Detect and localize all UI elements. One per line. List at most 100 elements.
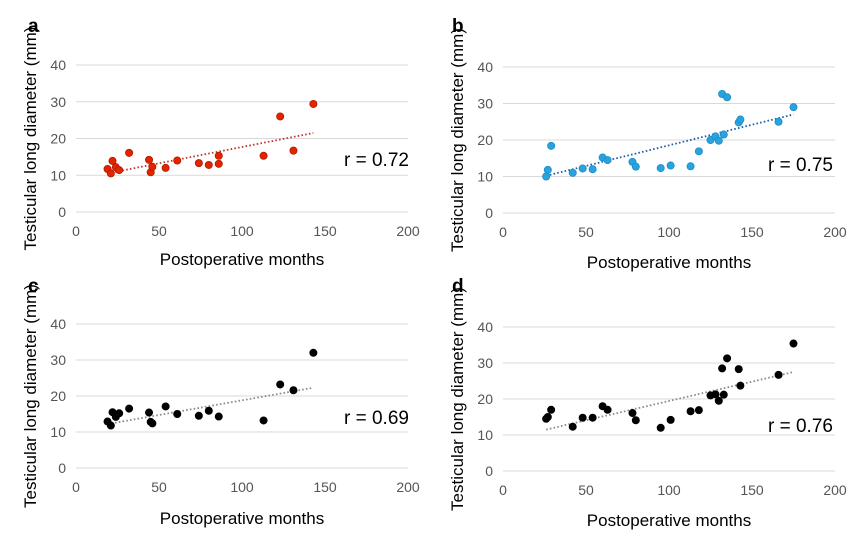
data-point bbox=[723, 354, 732, 363]
data-point bbox=[603, 405, 612, 414]
data-point bbox=[547, 141, 556, 150]
data-point bbox=[259, 416, 268, 425]
data-point bbox=[631, 162, 640, 171]
y-tick-label: 30 bbox=[477, 96, 493, 112]
x-axis-title: Postoperative months bbox=[160, 509, 324, 528]
data-point bbox=[145, 155, 154, 164]
data-point bbox=[289, 386, 298, 395]
data-point bbox=[289, 146, 298, 155]
data-point bbox=[736, 115, 745, 124]
panel-label: c bbox=[28, 276, 39, 297]
data-point bbox=[588, 413, 597, 422]
x-tick-label: 0 bbox=[499, 482, 507, 498]
y-axis-title: Testicular long diameter (mm) bbox=[21, 284, 40, 508]
data-point bbox=[603, 156, 612, 165]
y-tick-label: 10 bbox=[50, 167, 66, 183]
data-point bbox=[719, 130, 728, 139]
y-tick-label: 20 bbox=[50, 131, 66, 147]
chart-panel-d: 0 10 20 30 40 0 50 100 150 200 Postoperative month… bbox=[448, 276, 847, 530]
x-tick-label: 200 bbox=[823, 482, 847, 498]
data-point bbox=[723, 93, 732, 102]
panel-label: d bbox=[452, 276, 464, 297]
data-point bbox=[631, 416, 640, 425]
data-point bbox=[578, 164, 587, 173]
y-tick-label: 30 bbox=[50, 352, 66, 368]
data-point bbox=[542, 172, 551, 181]
data-point bbox=[125, 148, 134, 157]
panel-label: b bbox=[452, 16, 464, 37]
data-point bbox=[148, 419, 157, 428]
correlation-annotation: r = 0.75 bbox=[768, 155, 833, 176]
x-tick-label: 0 bbox=[72, 223, 80, 239]
x-tick-label: 50 bbox=[578, 482, 594, 498]
correlation-annotation: r = 0.76 bbox=[768, 416, 833, 437]
data-point bbox=[736, 381, 745, 390]
x-tick-label: 50 bbox=[151, 223, 167, 239]
data-point bbox=[774, 370, 783, 379]
data-point bbox=[714, 396, 723, 405]
data-point bbox=[276, 112, 285, 121]
data-point bbox=[543, 412, 552, 421]
data-point bbox=[588, 165, 597, 174]
y-tick-label: 0 bbox=[485, 463, 493, 479]
data-point bbox=[628, 409, 637, 418]
data-point bbox=[711, 390, 720, 399]
data-point bbox=[568, 168, 577, 177]
x-axis-title: Postoperative months bbox=[160, 250, 324, 269]
data-point bbox=[108, 156, 117, 165]
data-point bbox=[204, 160, 213, 169]
x-tick-label: 0 bbox=[72, 479, 80, 495]
data-point bbox=[204, 406, 213, 415]
y-tick-label: 40 bbox=[50, 316, 66, 332]
data-point bbox=[161, 163, 170, 172]
x-tick-label: 100 bbox=[657, 224, 681, 240]
data-point bbox=[125, 404, 134, 413]
data-point bbox=[719, 390, 728, 399]
data-point bbox=[547, 405, 556, 414]
y-tick-label: 10 bbox=[50, 424, 66, 440]
y-axis-title: Testicular long diameter (mm) bbox=[448, 28, 467, 252]
y-tick-label: 0 bbox=[58, 460, 66, 476]
data-point bbox=[774, 117, 783, 126]
chart-panel-b: 0 10 20 30 40 0 50 100 150 200 Postoperative month… bbox=[448, 16, 847, 272]
y-tick-label: 20 bbox=[477, 132, 493, 148]
data-point bbox=[214, 151, 223, 160]
data-point bbox=[194, 159, 203, 168]
x-tick-label: 50 bbox=[151, 479, 167, 495]
data-point bbox=[714, 136, 723, 145]
chart-panel-c: 0 10 20 30 40 0 50 100 150 200 Postoperative month… bbox=[21, 276, 420, 528]
data-point bbox=[309, 348, 318, 357]
x-tick-label: 200 bbox=[823, 224, 847, 240]
data-point bbox=[734, 365, 743, 374]
data-point bbox=[686, 407, 695, 416]
data-point bbox=[276, 380, 285, 389]
x-tick-label: 50 bbox=[578, 224, 594, 240]
chart-panel-a: 0 10 20 30 40 0 50 100 150 200 Postoperative month… bbox=[21, 16, 420, 269]
x-tick-label: 0 bbox=[499, 224, 507, 240]
data-point bbox=[666, 415, 675, 424]
data-point bbox=[148, 162, 157, 171]
y-axis-title: Testicular long diameter (mm) bbox=[448, 287, 467, 511]
y-tick-label: 20 bbox=[50, 388, 66, 404]
correlation-annotation: r = 0.72 bbox=[344, 150, 409, 171]
x-tick-label: 150 bbox=[740, 482, 764, 498]
data-point bbox=[145, 408, 154, 417]
y-tick-label: 0 bbox=[58, 204, 66, 220]
data-point bbox=[106, 169, 115, 178]
x-tick-label: 200 bbox=[396, 223, 420, 239]
y-tick-label: 40 bbox=[477, 319, 493, 335]
data-point bbox=[694, 406, 703, 415]
data-point bbox=[686, 162, 695, 171]
x-tick-label: 100 bbox=[657, 482, 681, 498]
x-axis-title: Postoperative months bbox=[587, 253, 751, 272]
x-tick-label: 100 bbox=[230, 479, 254, 495]
data-point bbox=[309, 99, 318, 108]
data-point bbox=[656, 164, 665, 173]
data-point bbox=[656, 423, 665, 432]
data-point bbox=[789, 103, 798, 112]
x-axis-title: Postoperative months bbox=[587, 511, 751, 530]
x-tick-label: 200 bbox=[396, 479, 420, 495]
data-point bbox=[173, 156, 182, 165]
